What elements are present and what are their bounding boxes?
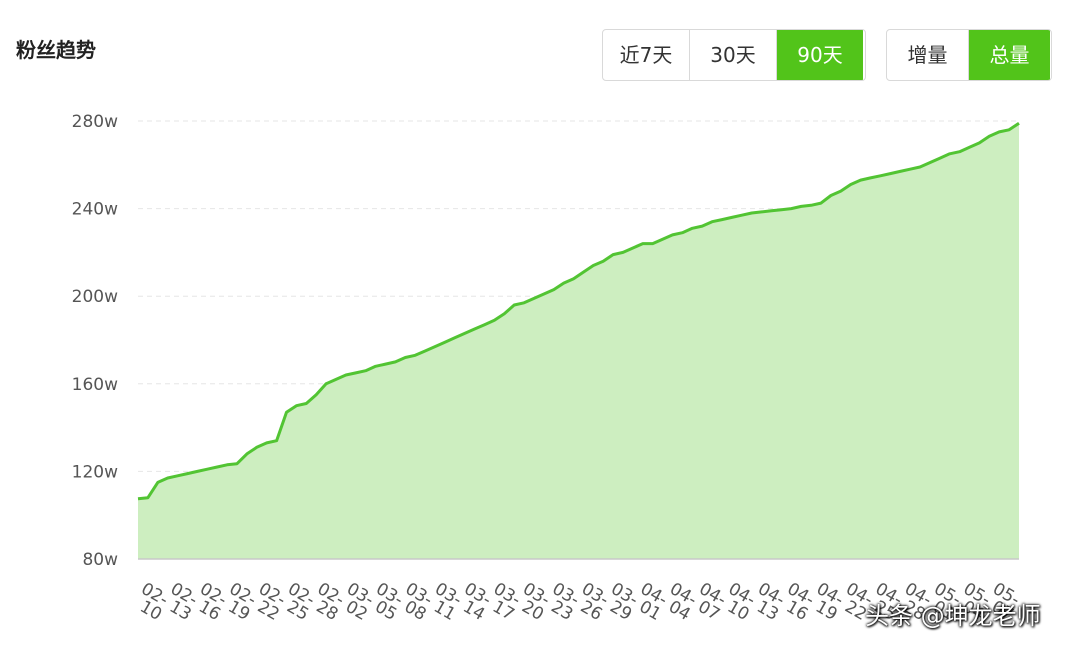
watermark: 头条 @坤龙老师: [865, 602, 1041, 630]
y-tick-label: 200w: [72, 287, 118, 307]
metric-mode-toggle: 增量 总量: [886, 29, 1052, 81]
y-tick-label: 120w: [72, 462, 118, 482]
date-range-toggle: 近7天 30天 90天: [602, 29, 866, 81]
page-title: 粉丝趋势: [16, 38, 96, 62]
tab-total[interactable]: 总量: [969, 30, 1050, 80]
area-fill: [138, 123, 1019, 559]
y-tick-label: 240w: [72, 200, 118, 220]
tab-7-days[interactable]: 近7天: [603, 30, 690, 80]
x-tick-label: 02-10: [130, 579, 174, 625]
series-line: [137, 121, 1020, 501]
y-tick-label: 160w: [72, 375, 118, 395]
tab-increment[interactable]: 增量: [887, 30, 969, 80]
tab-30-days[interactable]: 30天: [690, 30, 777, 80]
tab-90-days[interactable]: 90天: [777, 30, 863, 80]
y-tick-label: 80w: [82, 550, 118, 570]
y-tick-label: 280w: [72, 112, 118, 132]
